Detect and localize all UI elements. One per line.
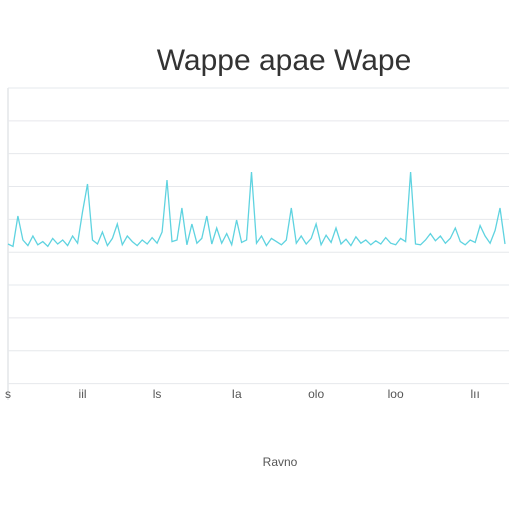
x-tick-label: s	[5, 387, 11, 401]
chart-title: Wappe apae Wape	[157, 44, 412, 77]
x-tick-label: ls	[153, 387, 162, 401]
line-series	[7, 171, 506, 248]
x-tick-label: loo	[388, 387, 404, 401]
x-tick-label: olo	[308, 387, 324, 401]
x-tick-label: lıı	[471, 387, 480, 401]
x-tick-label: iil	[79, 387, 87, 401]
x-axis-label: Ravno	[263, 455, 298, 469]
x-tick-label: Ia	[232, 387, 242, 401]
